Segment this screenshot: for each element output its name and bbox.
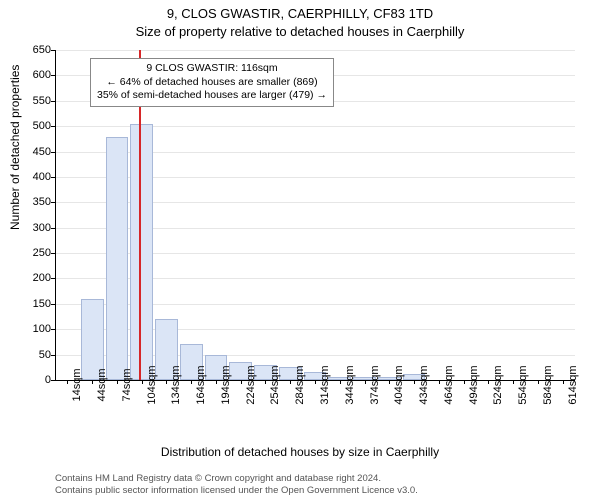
x-tick-label: 284sqm — [294, 365, 306, 404]
footer-attribution: Contains HM Land Registry data © Crown c… — [55, 473, 418, 496]
x-tick-label: 554sqm — [517, 365, 529, 404]
x-tick-mark — [340, 380, 341, 384]
x-tick-mark — [191, 380, 192, 384]
x-tick-mark — [290, 380, 291, 384]
y-tick-label: 200 — [21, 272, 51, 284]
x-tick-mark — [538, 380, 539, 384]
chart-container: 9, CLOS GWASTIR, CAERPHILLY, CF83 1TD Si… — [0, 0, 600, 500]
x-tick-mark — [241, 380, 242, 384]
x-tick-mark — [389, 380, 390, 384]
x-tick-label: 164sqm — [195, 365, 207, 404]
y-tick-label: 350 — [21, 196, 51, 208]
histogram-bar — [106, 137, 129, 380]
annotation-line-2: ← 64% of detached houses are smaller (86… — [97, 76, 327, 90]
x-tick-label: 254sqm — [269, 365, 281, 404]
x-tick-mark — [439, 380, 440, 384]
x-tick-mark — [563, 380, 564, 384]
x-tick-mark — [488, 380, 489, 384]
x-tick-mark — [92, 380, 93, 384]
x-tick-label: 74sqm — [121, 368, 133, 401]
y-tick-label: 650 — [21, 44, 51, 56]
x-tick-mark — [365, 380, 366, 384]
x-tick-label: 524sqm — [492, 365, 504, 404]
y-axis — [55, 50, 56, 380]
y-tick-label: 450 — [21, 146, 51, 158]
x-axis-label: Distribution of detached houses by size … — [0, 445, 600, 459]
x-tick-label: 104sqm — [146, 365, 158, 404]
y-tick-label: 400 — [21, 171, 51, 183]
plot-area: 14sqm44sqm74sqm104sqm134sqm164sqm194sqm2… — [55, 50, 575, 380]
annotation-box: 9 CLOS GWASTIR: 116sqm← 64% of detached … — [90, 58, 334, 107]
x-tick-mark — [117, 380, 118, 384]
x-tick-mark — [166, 380, 167, 384]
footer-line-1: Contains HM Land Registry data © Crown c… — [55, 473, 418, 484]
y-tick-label: 500 — [21, 120, 51, 132]
x-tick-mark — [513, 380, 514, 384]
x-tick-label: 374sqm — [369, 365, 381, 404]
chart-subtitle: Size of property relative to detached ho… — [0, 24, 600, 39]
x-tick-label: 404sqm — [393, 365, 405, 404]
annotation-line-3: 35% of semi-detached houses are larger (… — [97, 89, 327, 103]
x-tick-label: 434sqm — [418, 365, 430, 404]
y-tick-label: 50 — [21, 349, 51, 361]
x-tick-mark — [265, 380, 266, 384]
y-tick-label: 0 — [21, 374, 51, 386]
grid-line — [55, 50, 575, 51]
x-tick-label: 44sqm — [96, 368, 108, 401]
y-tick-label: 600 — [21, 69, 51, 81]
y-tick-label: 150 — [21, 298, 51, 310]
y-axis-label: Number of detached properties — [8, 65, 22, 230]
x-tick-label: 14sqm — [71, 368, 83, 401]
y-tick-label: 300 — [21, 222, 51, 234]
x-tick-mark — [216, 380, 217, 384]
x-tick-label: 194sqm — [220, 365, 232, 404]
chart-title: 9, CLOS GWASTIR, CAERPHILLY, CF83 1TD — [0, 6, 600, 21]
x-tick-mark — [142, 380, 143, 384]
x-tick-label: 464sqm — [443, 365, 455, 404]
x-tick-mark — [315, 380, 316, 384]
x-tick-label: 224sqm — [245, 365, 257, 404]
x-tick-label: 494sqm — [468, 365, 480, 404]
y-tick-label: 100 — [21, 323, 51, 335]
histogram-bar — [130, 124, 153, 380]
x-tick-mark — [67, 380, 68, 384]
x-tick-label: 584sqm — [542, 365, 554, 404]
footer-line-2: Contains public sector information licen… — [55, 485, 418, 496]
x-tick-mark — [414, 380, 415, 384]
annotation-line-1: 9 CLOS GWASTIR: 116sqm — [97, 62, 327, 76]
x-tick-mark — [464, 380, 465, 384]
x-tick-label: 134sqm — [170, 365, 182, 404]
y-tick-label: 250 — [21, 247, 51, 259]
y-tick-label: 550 — [21, 95, 51, 107]
x-tick-label: 314sqm — [319, 365, 331, 404]
x-tick-label: 614sqm — [567, 365, 579, 404]
x-tick-label: 344sqm — [344, 365, 356, 404]
